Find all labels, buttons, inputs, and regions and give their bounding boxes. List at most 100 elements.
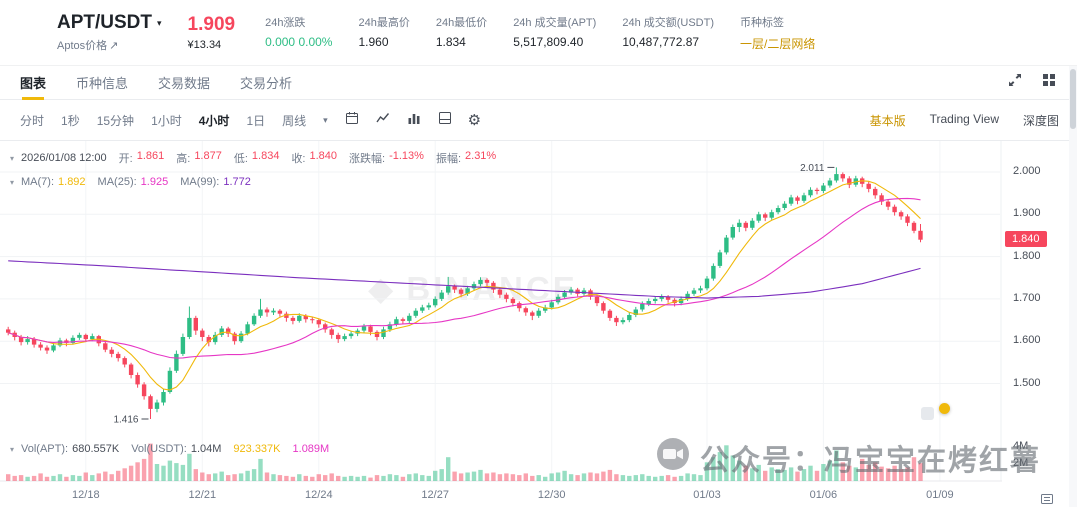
tab-trade-data[interactable]: 交易数据 [158, 76, 211, 91]
field-label: 收: [291, 153, 306, 165]
settings-gear-icon[interactable]: ⚙ [467, 111, 482, 129]
stat-value: 10,487,772.87 [622, 34, 700, 49]
interval-4小时[interactable]: 4小时 [198, 113, 230, 128]
panel-layout-icon[interactable] [437, 110, 453, 131]
scrollbar-thumb[interactable] [1070, 69, 1076, 129]
camera-icon [656, 437, 690, 479]
stat-label: 24h 成交额(USDT) [622, 16, 715, 29]
stat-value: 0.000 0.00% [265, 34, 333, 49]
binance-logo-icon: ◆ [368, 270, 397, 307]
annotation-tool-icon[interactable] [921, 407, 934, 420]
symbol-selector[interactable]: APT/USDT ▾ [57, 12, 162, 34]
stat-value: 一层/二层网络 [740, 36, 816, 51]
stat-tags[interactable]: 币种标签 一层/二层网络 [740, 14, 815, 52]
ma-info-bar: ▾ MA(7): 1.892 MA(25): 1.925 MA(99): 1.772 [10, 176, 251, 188]
tab-coin-info[interactable]: 币种信息 [76, 76, 129, 91]
ohlc-info-bar: ▾ 2026/01/08 12:00 开: 1.861 高: 1.877 低: 1.834… [10, 150, 496, 166]
stat-label: 24h涨跌 [265, 16, 306, 29]
interval-分时[interactable]: 分时 [20, 113, 45, 128]
price-axis-label: 2.000 [1013, 165, 1041, 177]
ohlc-fields: 开: 1.861 高: 1.877 低: 1.834 收: 1.840 涨跌幅: -1.13% 振幅… [107, 150, 497, 166]
collapse-chevron-icon[interactable]: ▾ [10, 153, 15, 163]
time-axis-label: 01/06 [809, 489, 838, 501]
field-value: 1.877 [194, 150, 222, 162]
volume-axis-label: 4M [1013, 440, 1029, 452]
toolbar-icons: ⚙ [344, 110, 481, 131]
time-axis-label: 01/09 [926, 489, 954, 501]
interval-1秒[interactable]: 1秒 [61, 113, 80, 128]
field-label: 高: [176, 153, 191, 165]
stat-value: 1.834 [435, 34, 466, 49]
chart-style-icon[interactable] [375, 110, 391, 131]
page-scrollbar [1069, 66, 1077, 507]
interval-1小时[interactable]: 1小时 [151, 113, 182, 128]
tab-trade-analysis[interactable]: 交易分析 [240, 76, 293, 91]
volume-fields: Vol(APT): 680.557K Vol(USDT): 1.04M 923.337K… [21, 443, 329, 455]
view-basic[interactable]: 基本版 [869, 113, 906, 128]
high-annotation: 2.011 [800, 163, 835, 174]
grid [0, 141, 1002, 482]
symbol-subtitle: Aptos价格 [57, 40, 108, 52]
interval-1日[interactable]: 1日 [246, 113, 266, 128]
view-depth[interactable]: 深度图 [1022, 113, 1059, 128]
field-label: Vol(USDT): [131, 443, 187, 455]
highlight-dot-icon[interactable] [939, 403, 950, 414]
field-value: -1.13% [389, 150, 424, 162]
field-label: MA(99): [180, 176, 220, 188]
field-label: 振幅: [435, 153, 462, 165]
low-annotation: 1.416 [113, 415, 149, 426]
axis-settings-icon[interactable] [1040, 492, 1054, 511]
volume-info-bar: ▾ Vol(APT): 680.557K Vol(USDT): 1.04M 923.33… [10, 443, 329, 455]
view-tradingview[interactable]: Trading View [929, 111, 999, 126]
last-price: 1.909 [187, 14, 236, 35]
interval-list: 分时 1秒 15分钟 1小时 4小时 1日 周线 [20, 112, 323, 129]
time-axis-label: 12/24 [305, 489, 333, 501]
candlestick-chart[interactable]: 2.011 1.416 [0, 141, 1002, 489]
tab-bar: 图表 币种信息 交易数据 交易分析 [0, 66, 1077, 100]
ma7-line [8, 180, 921, 391]
field-value: 1.772 [223, 176, 251, 188]
price-axis-label: 1.700 [1013, 291, 1041, 304]
symbol-title: APT/USDT [57, 12, 152, 33]
symbol-block: APT/USDT ▾ Aptos价格 ↗ [57, 12, 162, 53]
field-label: 开: [118, 153, 133, 165]
field-value: 1.925 [140, 176, 169, 188]
ma-fields: MA(7): 1.892 MA(25): 1.925 MA(99): 1.772 [21, 176, 251, 188]
interval-周线[interactable]: 周线 [282, 113, 307, 128]
stat-turnover-24h: 24h 成交额(USDT) 10,487,772.87 [622, 14, 714, 52]
chart-view-switch: 基本版 Trading View 深度图 [870, 112, 1059, 129]
field-value: 1.834 [251, 150, 280, 162]
indicators-icon[interactable] [406, 110, 422, 131]
svg-text:2.011: 2.011 [800, 163, 825, 174]
expand-icon[interactable] [1007, 72, 1023, 93]
grid-layout-icon[interactable] [1041, 72, 1057, 93]
price-block: 1.909 ¥13.34 [188, 14, 236, 51]
volume-axis-label: 2M [1013, 457, 1029, 469]
interval-15分钟[interactable]: 15分钟 [96, 113, 135, 128]
tab-chart[interactable]: 图表 [20, 66, 46, 100]
price-axis-label: 1.600 [1013, 334, 1041, 347]
ma99-line [8, 260, 921, 299]
interval-more-chevron-icon[interactable]: ▾ [323, 114, 328, 125]
field-value: 1.861 [136, 150, 165, 162]
collapse-chevron-icon[interactable]: ▾ [10, 177, 15, 187]
calendar-icon[interactable] [344, 110, 360, 131]
symbol-subtitle-link[interactable]: Aptos价格 ↗ [57, 37, 162, 53]
price-axis-label: 1.900 [1013, 207, 1041, 220]
field-label: MA(25): [97, 176, 137, 188]
stat-change-24h: 24h涨跌 0.000 0.00% [265, 14, 332, 52]
field-label: Vol(APT): [21, 443, 69, 455]
collapse-chevron-icon[interactable]: ▾ [10, 444, 15, 454]
time-axis-label: 12/30 [537, 489, 566, 501]
stat-label: 币种标签 [740, 16, 785, 29]
field-value: 2.31% [465, 150, 497, 162]
ticker-stats: 24h涨跌 0.000 0.00% 24h最高价 1.960 24h最低价 1.83… [265, 14, 815, 52]
stat-label: 24h最高价 [358, 16, 410, 29]
time-axis-label: 12/18 [72, 489, 100, 501]
stat-low-24h: 24h最低价 1.834 [436, 14, 487, 52]
field-value: 680.557K [72, 443, 120, 455]
time-axis-label: 12/27 [421, 489, 449, 501]
price-cny: ¥13.34 [187, 39, 222, 51]
field-label: 涨跌幅: [349, 153, 386, 165]
